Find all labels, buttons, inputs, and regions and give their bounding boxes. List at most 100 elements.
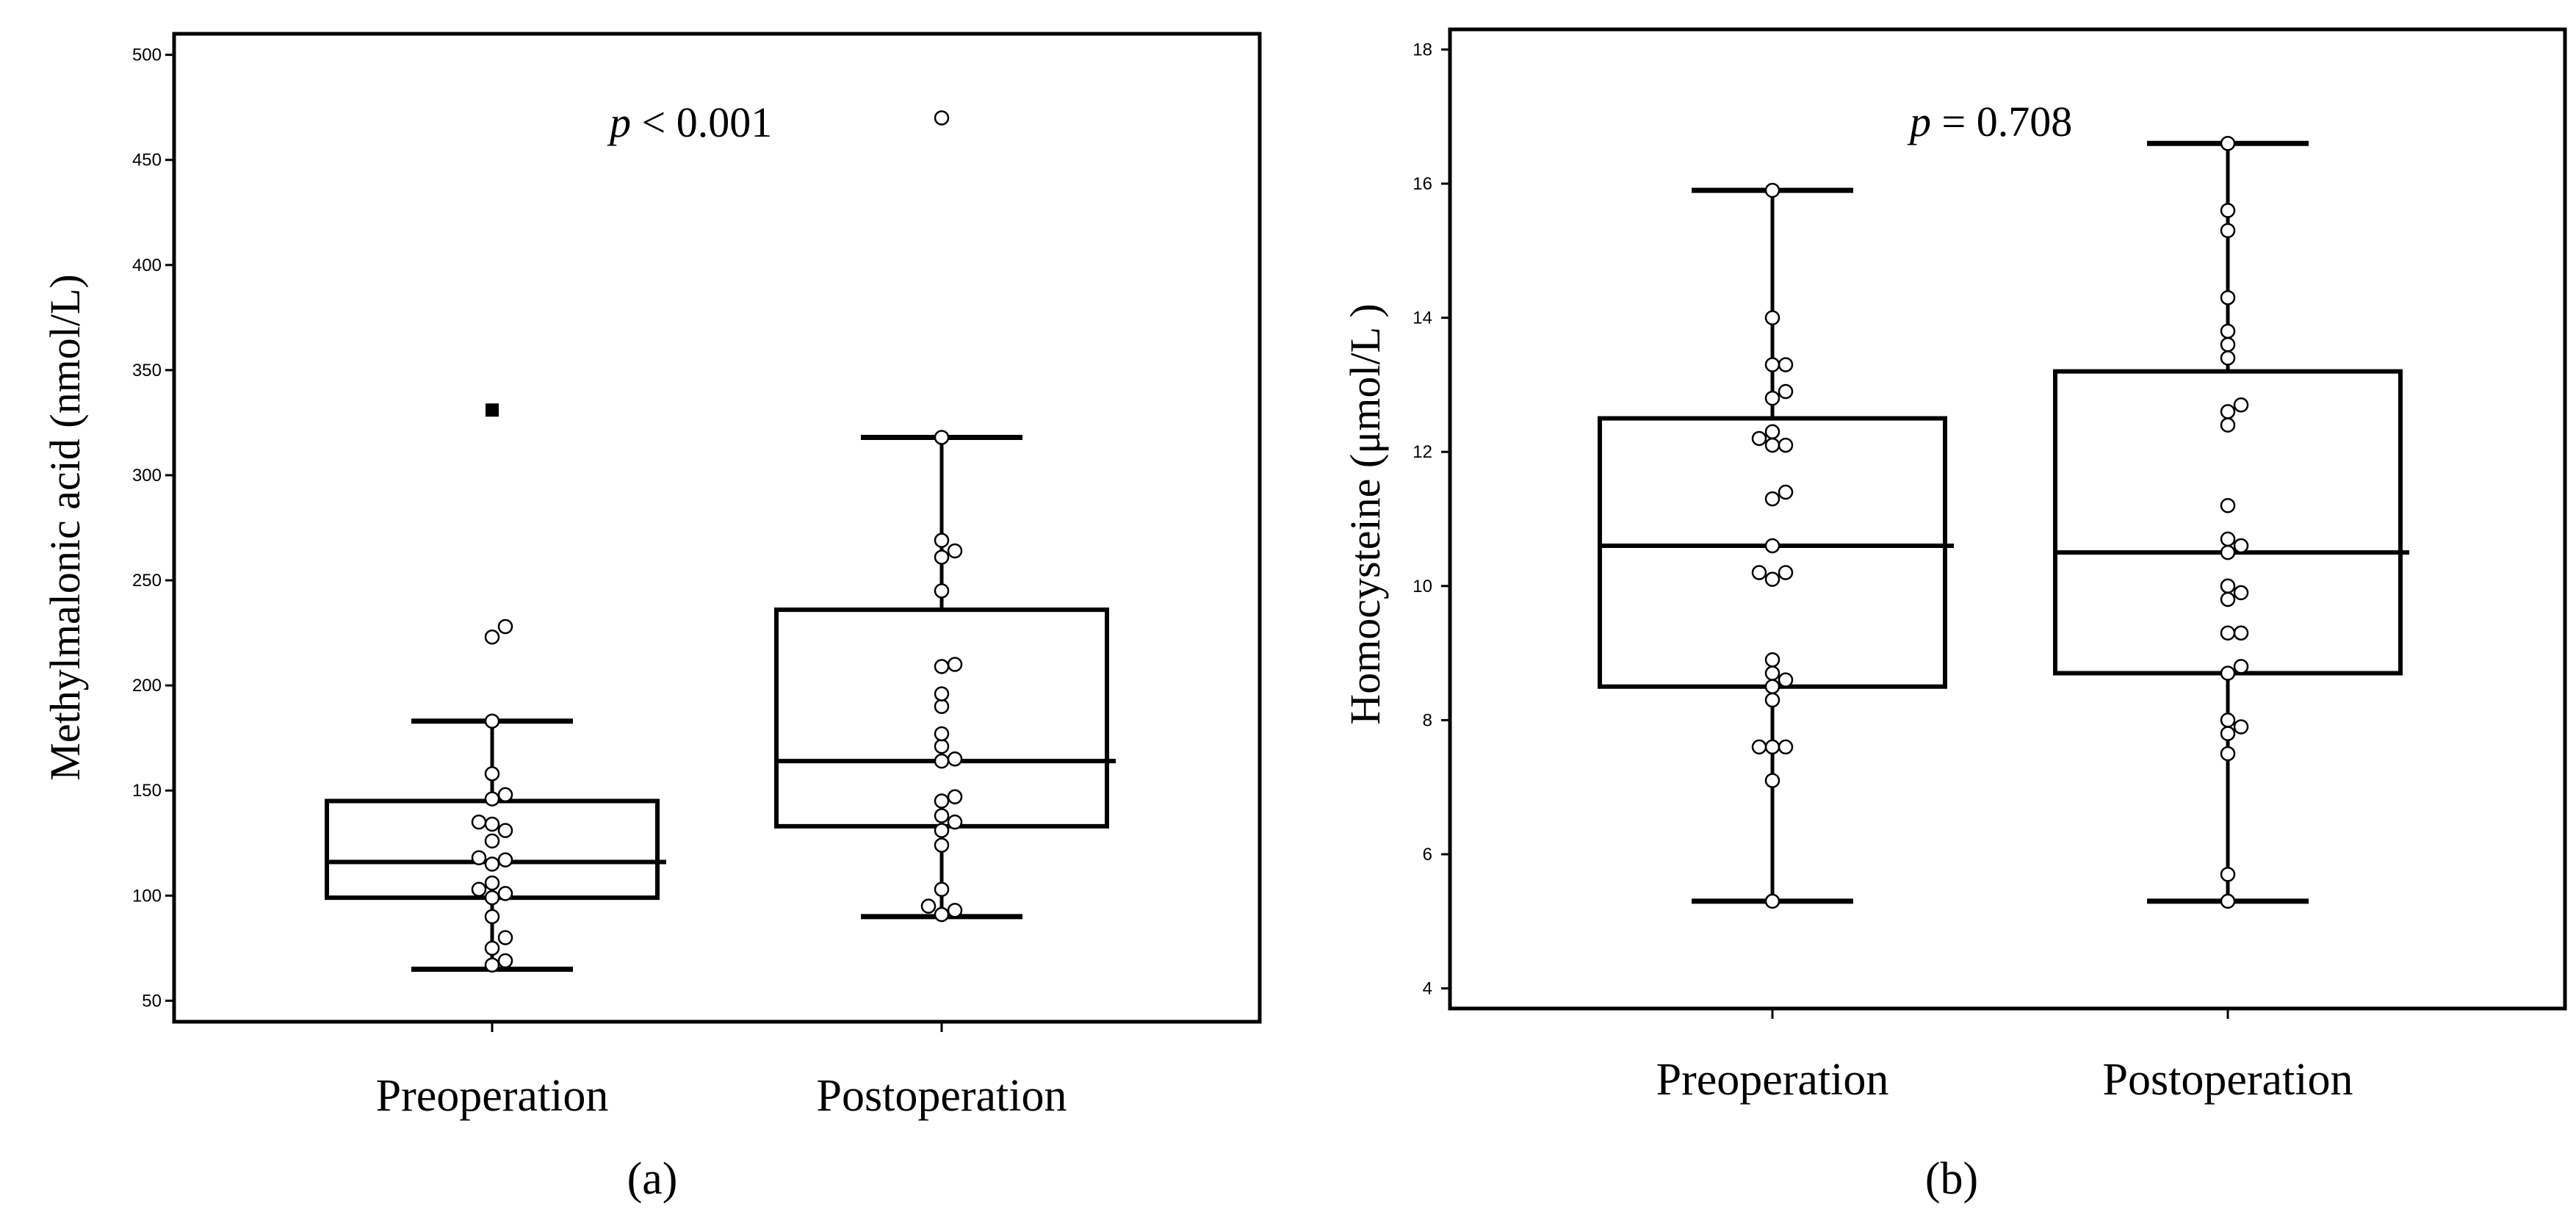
- y-tick-label: 350: [132, 361, 162, 380]
- y-tick-label: 4: [1423, 979, 1432, 999]
- data-point: [934, 753, 950, 769]
- y-tick-label: 50: [142, 991, 162, 1011]
- data-point: [497, 886, 513, 901]
- category-label-preoperation-a: Preoperation: [376, 1071, 609, 1121]
- plot-frame-a: [172, 32, 1262, 1024]
- y-tick-label: 10: [1413, 577, 1432, 596]
- data-point: [2220, 746, 2236, 762]
- y-tick-label: 150: [132, 781, 162, 801]
- y-axis-title-b: Homocysteine (μmol/L ): [1341, 303, 1389, 724]
- data-point: [947, 789, 963, 805]
- data-point: [497, 930, 513, 945]
- y-tick-label: 500: [132, 46, 162, 65]
- data-point: [471, 850, 487, 866]
- data-point: [1764, 390, 1781, 406]
- data-point: [934, 823, 950, 838]
- data-point: [1764, 437, 1781, 453]
- data-point: [2220, 497, 2236, 513]
- data-point: [1764, 652, 1781, 668]
- data-point: [2220, 135, 2236, 151]
- data-point: [2233, 625, 2249, 641]
- data-point: [1764, 182, 1781, 198]
- data-point: [934, 549, 950, 565]
- data-point: [497, 787, 513, 803]
- data-point: [1764, 310, 1781, 325]
- data-point: [497, 823, 513, 838]
- data-point: [471, 814, 487, 830]
- data-point: [2220, 726, 2236, 741]
- data-point: [1778, 437, 1794, 453]
- data-point: [1751, 565, 1767, 580]
- y-tick-label: 14: [1413, 309, 1432, 328]
- data-point: [934, 110, 950, 126]
- data-point: [1764, 773, 1781, 788]
- data-point: [2220, 578, 2236, 594]
- data-point: [2220, 893, 2236, 909]
- data-point: [2220, 417, 2236, 433]
- data-point: [2233, 397, 2249, 413]
- data-point: [934, 726, 950, 742]
- data-point: [1751, 739, 1767, 755]
- y-tick-label: 100: [132, 886, 162, 906]
- y-tick-label: 12: [1413, 442, 1432, 462]
- y-axis-ticks-b: 4 6 8 10 12 14 16 18: [1413, 40, 1450, 999]
- y-tick-label: 6: [1423, 845, 1432, 865]
- outlier-marker: [486, 403, 499, 417]
- data-point: [934, 881, 950, 897]
- data-point: [1778, 484, 1794, 500]
- data-point: [2220, 867, 2236, 882]
- data-point: [1764, 424, 1781, 440]
- data-point: [934, 533, 950, 548]
- data-point: [947, 543, 963, 559]
- data-point: [1764, 491, 1781, 507]
- boxes-a: [325, 110, 1116, 1032]
- data-point: [497, 852, 513, 867]
- data-point: [1764, 893, 1781, 909]
- data-point: [2233, 538, 2249, 554]
- data-point: [934, 906, 950, 923]
- data-point: [934, 837, 950, 853]
- data-point: [1764, 357, 1781, 372]
- p-value-annotation-a: p < 0.001: [607, 98, 772, 146]
- data-point: [484, 816, 500, 832]
- data-point: [484, 766, 500, 782]
- data-point: [2233, 719, 2249, 735]
- data-point: [2220, 350, 2236, 366]
- data-point: [484, 875, 500, 891]
- data-point: [497, 953, 513, 969]
- data-point: [484, 629, 500, 645]
- data-point: [934, 659, 950, 674]
- y-tick-label: 400: [132, 256, 162, 275]
- y-axis-title-a: Methylmalonic acid (nmol/L): [41, 274, 89, 780]
- category-label-postoperation-a: Postoperation: [817, 1071, 1067, 1121]
- data-point: [471, 881, 487, 897]
- data-point: [484, 713, 500, 729]
- data-point: [484, 856, 500, 872]
- data-point: [934, 686, 950, 701]
- data-point: [947, 903, 963, 918]
- data-point: [920, 898, 937, 914]
- data-point: [1764, 571, 1781, 587]
- panel-b: Homocysteine (μmol/L ) p = 0.708 Preoper…: [1341, 27, 2567, 1204]
- y-tick-label: 200: [132, 676, 162, 696]
- data-point: [934, 808, 950, 823]
- data-point: [934, 583, 950, 599]
- data-point: [2233, 659, 2249, 674]
- data-point: [2220, 203, 2236, 218]
- data-point: [2220, 531, 2236, 547]
- data-point: [2220, 323, 2236, 339]
- data-point: [934, 738, 950, 754]
- panel-label-b: (b): [1925, 1154, 1978, 1204]
- data-point: [934, 793, 950, 809]
- data-point: [2233, 585, 2249, 601]
- data-point: [2220, 404, 2236, 419]
- data-point: [1778, 739, 1794, 755]
- data-point: [1764, 665, 1781, 681]
- data-point: [947, 657, 963, 672]
- p-value-annotation-b: p = 0.708: [1907, 98, 2072, 145]
- data-point: [2220, 223, 2236, 239]
- category-label-preoperation-b: Preoperation: [1656, 1055, 1889, 1105]
- category-label-postoperation-b: Postoperation: [2103, 1055, 2353, 1105]
- data-point: [497, 618, 513, 635]
